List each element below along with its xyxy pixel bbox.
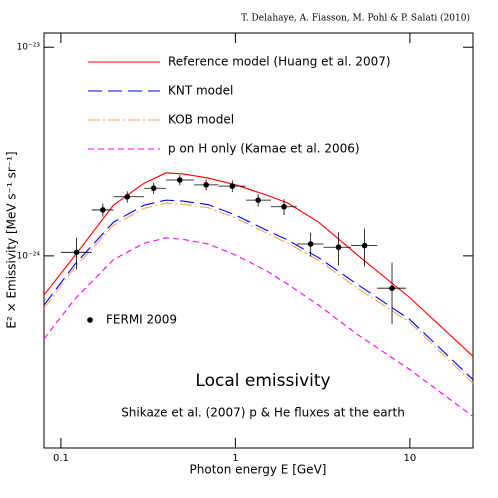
legend-label: FERMI 2009 (106, 313, 177, 327)
legend-label: KOB model (168, 113, 234, 127)
x-tick-label: 10 (404, 453, 417, 464)
data-point (361, 242, 368, 249)
model-curve (43, 199, 474, 381)
y-tick-label: 10⁻²⁴ (17, 251, 41, 261)
plot-frame (43, 32, 474, 449)
data-point (73, 249, 80, 256)
data-point (255, 197, 261, 203)
data-point (281, 203, 287, 210)
data-point (100, 207, 106, 213)
legend-label: Reference model (Huang et al. 2007) (168, 55, 391, 69)
data-point (150, 185, 157, 192)
legend-marker (87, 317, 93, 323)
data-point (389, 285, 395, 291)
data-point (176, 177, 183, 183)
model-curve (43, 202, 474, 384)
chart-title: Local emissivity (195, 371, 330, 391)
model-curve (43, 237, 474, 417)
credit: T. Delahaye, A. Fiasson, M. Pohl & P. Sa… (241, 13, 470, 24)
data-point (335, 244, 342, 251)
model-curve (43, 172, 474, 357)
data-point (229, 183, 236, 189)
x-tick-label: 1 (232, 453, 238, 464)
x-axis-label: Photon energy E [GeV] (190, 463, 327, 477)
legend-label: p on H only (Kamae et al. 2006) (168, 142, 360, 156)
y-tick-label: 10⁻²³ (17, 43, 41, 53)
y-axis-label: E² × Emissivity [MeV s⁻¹ sr⁻¹] (5, 151, 19, 328)
data-point (307, 241, 314, 247)
data-point (124, 193, 131, 200)
legend-label: KNT model (168, 84, 233, 98)
x-tick-label: 0.1 (53, 453, 69, 464)
chart-subtitle: Shikaze et al. (2007) p & He fluxes at t… (121, 406, 405, 420)
data-point (203, 182, 209, 188)
